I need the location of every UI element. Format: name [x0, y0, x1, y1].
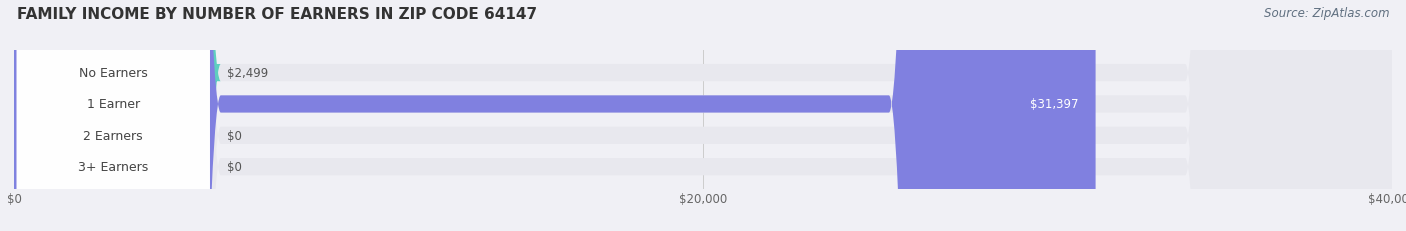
FancyBboxPatch shape [14, 0, 1095, 231]
FancyBboxPatch shape [14, 0, 1392, 231]
Text: $2,499: $2,499 [226, 67, 269, 80]
Text: 3+ Earners: 3+ Earners [79, 161, 149, 173]
Text: FAMILY INCOME BY NUMBER OF EARNERS IN ZIP CODE 64147: FAMILY INCOME BY NUMBER OF EARNERS IN ZI… [17, 7, 537, 22]
Text: No Earners: No Earners [79, 67, 148, 80]
FancyBboxPatch shape [0, 0, 221, 231]
Text: $0: $0 [226, 161, 242, 173]
FancyBboxPatch shape [17, 0, 209, 231]
FancyBboxPatch shape [14, 0, 1392, 231]
FancyBboxPatch shape [17, 0, 209, 231]
Text: 1 Earner: 1 Earner [87, 98, 139, 111]
Text: 2 Earners: 2 Earners [83, 129, 143, 142]
Text: $0: $0 [226, 129, 242, 142]
Text: Source: ZipAtlas.com: Source: ZipAtlas.com [1264, 7, 1389, 20]
FancyBboxPatch shape [14, 0, 1392, 231]
FancyBboxPatch shape [14, 0, 1392, 231]
Text: $31,397: $31,397 [1029, 98, 1078, 111]
FancyBboxPatch shape [17, 0, 209, 231]
FancyBboxPatch shape [17, 0, 209, 231]
